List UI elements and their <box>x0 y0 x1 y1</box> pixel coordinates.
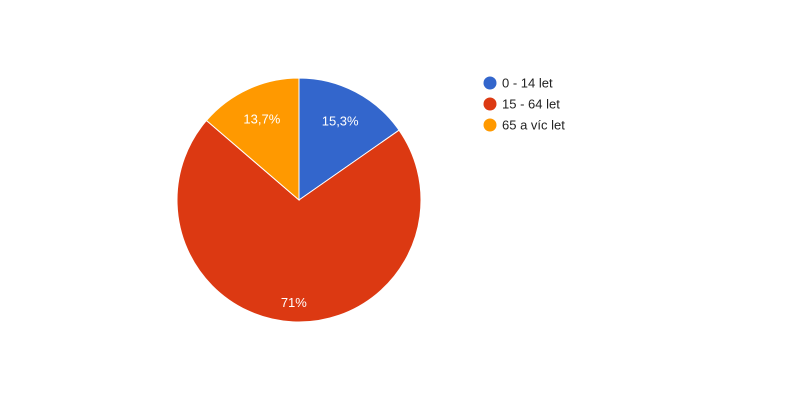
chart-legend: 0 - 14 let 15 - 64 let 65 a víc let <box>483 76 565 133</box>
pie-data-labels: 15,3% 71% 13,7% <box>243 112 359 310</box>
slice-data-label-2: 71% <box>281 295 307 310</box>
legend-marker-1[interactable] <box>483 76 497 90</box>
legend-marker-2[interactable] <box>483 97 497 111</box>
slice-data-label-1: 15,3% <box>322 114 359 129</box>
legend-marker-3[interactable] <box>483 118 497 132</box>
pie-slices <box>176 77 422 323</box>
legend-label-2[interactable]: 15 - 64 let <box>502 97 560 112</box>
legend-label-3[interactable]: 65 a víc let <box>502 118 565 133</box>
pie-slice-3[interactable] <box>205 77 300 202</box>
pie-slice-2[interactable] <box>176 119 422 323</box>
legend-label-1[interactable]: 0 - 14 let <box>502 76 553 91</box>
slice-data-label-3: 13,7% <box>243 112 280 127</box>
pie-slice-1[interactable] <box>298 77 400 201</box>
